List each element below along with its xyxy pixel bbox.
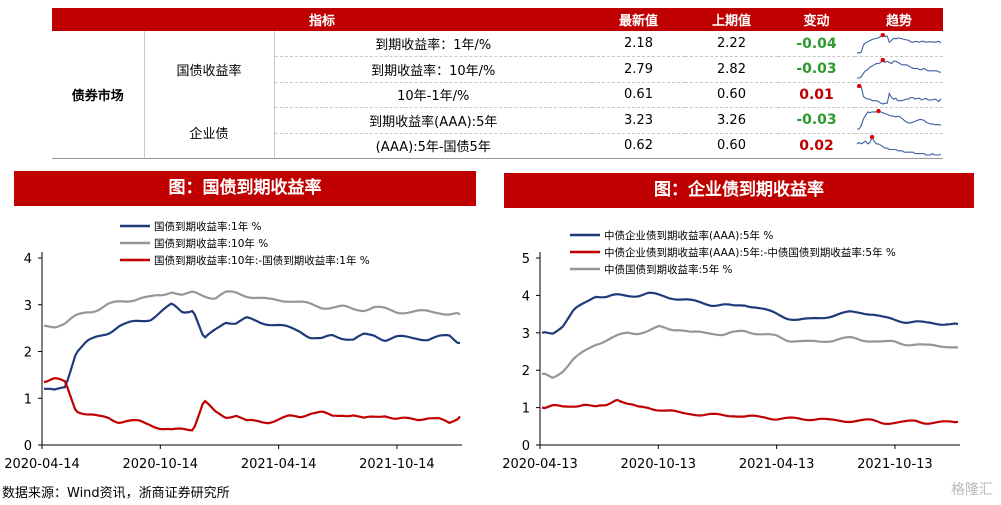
- sparkline-1: [857, 58, 942, 79]
- sparkline-2: [856, 83, 942, 105]
- sparkline-0: [856, 32, 942, 54]
- y-tick-label: 0: [522, 439, 530, 454]
- row-latest: 2.79: [592, 56, 685, 83]
- row-trend: [855, 56, 943, 83]
- header-latest: 最新值: [592, 8, 685, 31]
- left-chart-title: 图：国债到期收益率: [14, 171, 476, 206]
- row-latest: 0.62: [592, 133, 685, 159]
- right-chart-title: 图：企业债到期收益率: [504, 173, 974, 208]
- row-trend: [855, 107, 943, 134]
- table-header: 指标 最新值 上期值 变动 趋势: [52, 8, 943, 31]
- row-change: 0.01: [778, 82, 855, 108]
- group-label-govt: 国债收益率: [143, 31, 274, 108]
- group-label-corp: 企业债: [143, 107, 274, 159]
- row-name: 到期收益率：10年/%: [273, 56, 592, 83]
- corp-yield-chart: 0 1 2 3 4 5 2020-04-13 2020-10-13 2021-04-13 2021…: [502, 229, 960, 472]
- row-latest: 3.23: [592, 107, 685, 134]
- x-tick-label: 2020-04-13: [502, 457, 578, 472]
- summary-table: 指标 最新值 上期值 变动 趋势 债券市场 国债收益率 到期收益率：1年/% 2…: [52, 8, 943, 159]
- row-trend: [855, 133, 943, 159]
- y-tick-label: 1: [522, 402, 530, 417]
- sparkline-max-marker: [880, 32, 885, 37]
- row-prev: 0.60: [685, 133, 778, 159]
- header-indicator: 指标: [52, 8, 592, 31]
- row-prev: 2.82: [685, 56, 778, 83]
- y-tick-label: 0: [24, 439, 32, 454]
- sparkline-4: [856, 134, 942, 156]
- row-prev: 2.22: [685, 31, 778, 57]
- y-tick-label: 3: [24, 299, 32, 314]
- x-tick-label: 2020-10-13: [621, 457, 697, 472]
- x-tick-label: 2021-04-14: [241, 457, 317, 472]
- series-line-2: [43, 377, 461, 432]
- row-latest: 2.18: [592, 31, 685, 57]
- market-label: 债券市场: [52, 31, 144, 159]
- header-prev: 上期值: [685, 8, 778, 31]
- x-tick-label: 2021-10-14: [359, 457, 435, 472]
- sparkline-max-marker: [869, 134, 875, 139]
- y-tick-label: 4: [522, 289, 530, 304]
- x-tick-label: 2021-10-13: [857, 457, 933, 472]
- series-line-0: [43, 302, 461, 391]
- series-line-1: [43, 290, 461, 329]
- series-line-2: [541, 324, 959, 380]
- y-tick-label: 3: [522, 327, 530, 342]
- y-tick-label: 2: [24, 346, 32, 361]
- x-tick-label: 2021-04-13: [739, 457, 815, 472]
- sparkline-max-marker: [876, 109, 881, 114]
- legend-label: 中债企业债到期收益率(AAA):5年 %: [604, 229, 773, 242]
- table-row: 到期收益率：10年/% 2.79 2.82 -0.03: [52, 56, 943, 83]
- row-change: -0.03: [778, 107, 855, 134]
- sparkline-max-marker: [857, 83, 862, 88]
- table-row: 10年-1年/% 0.61 0.60 0.01: [52, 82, 943, 108]
- sparkline-path: [857, 110, 942, 130]
- govt-yield-chart: 0 1 2 3 4 2020-04-14 2020-10-14 2021-04-14 2021-…: [4, 220, 462, 472]
- table-row: 债券市场 国债收益率 到期收益率：1年/% 2.18 2.22 -0.04: [52, 31, 943, 159]
- sparkline-3: [857, 109, 942, 130]
- row-prev: 3.26: [685, 107, 778, 134]
- row-name: 到期收益率：1年/%: [273, 31, 592, 57]
- y-tick-label: 2: [522, 364, 530, 379]
- sparkline-path: [856, 85, 942, 105]
- row-change: 0.02: [778, 133, 855, 159]
- watermark: 格隆汇: [951, 482, 993, 498]
- legend-label: 中债企业债到期收益率(AAA):5年:-中债国债到期收益率:5年 %: [604, 246, 896, 259]
- y-tick-label: 4: [24, 252, 32, 267]
- row-change: -0.03: [778, 56, 855, 83]
- source-note: 数据来源：Wind资讯，浙商证券研究所: [2, 486, 230, 501]
- table-row: (AAA):5年-国债5年 0.62 0.60 0.02: [52, 133, 943, 159]
- series-line-1: [541, 398, 959, 426]
- sparkline-path: [857, 59, 942, 79]
- y-tick-label: 5: [522, 252, 530, 267]
- row-latest: 0.61: [592, 82, 685, 108]
- row-name: 10年-1年/%: [273, 82, 592, 108]
- sparkline-max-marker: [880, 58, 885, 63]
- header-change: 变动: [778, 8, 855, 31]
- legend-label: 国债到期收益率:10年 %: [154, 237, 268, 250]
- table-row: 企业债 到期收益率(AAA):5年 3.23 3.26 -0.03: [52, 107, 943, 159]
- row-name: 到期收益率(AAA):5年: [273, 107, 592, 134]
- x-tick-label: 2020-04-14: [4, 457, 80, 472]
- sparkline-path: [856, 33, 942, 54]
- row-change: -0.04: [778, 31, 855, 57]
- row-name: (AAA):5年-国债5年: [273, 133, 592, 159]
- series-line-0: [541, 291, 959, 335]
- row-trend: [855, 82, 943, 108]
- row-trend: [855, 31, 943, 57]
- sparkline-path: [856, 135, 942, 156]
- legend-label: 中债国债到期收益率:5年 %: [604, 263, 733, 276]
- legend-label: 国债到期收益率:1年 %: [154, 220, 262, 233]
- legend-label: 国债到期收益率:10年:-国债到期收益率:1年 %: [154, 254, 370, 267]
- y-tick-label: 1: [24, 392, 32, 407]
- header-trend: 趋势: [855, 8, 943, 31]
- x-tick-label: 2020-10-14: [123, 457, 199, 472]
- row-prev: 0.60: [685, 82, 778, 108]
